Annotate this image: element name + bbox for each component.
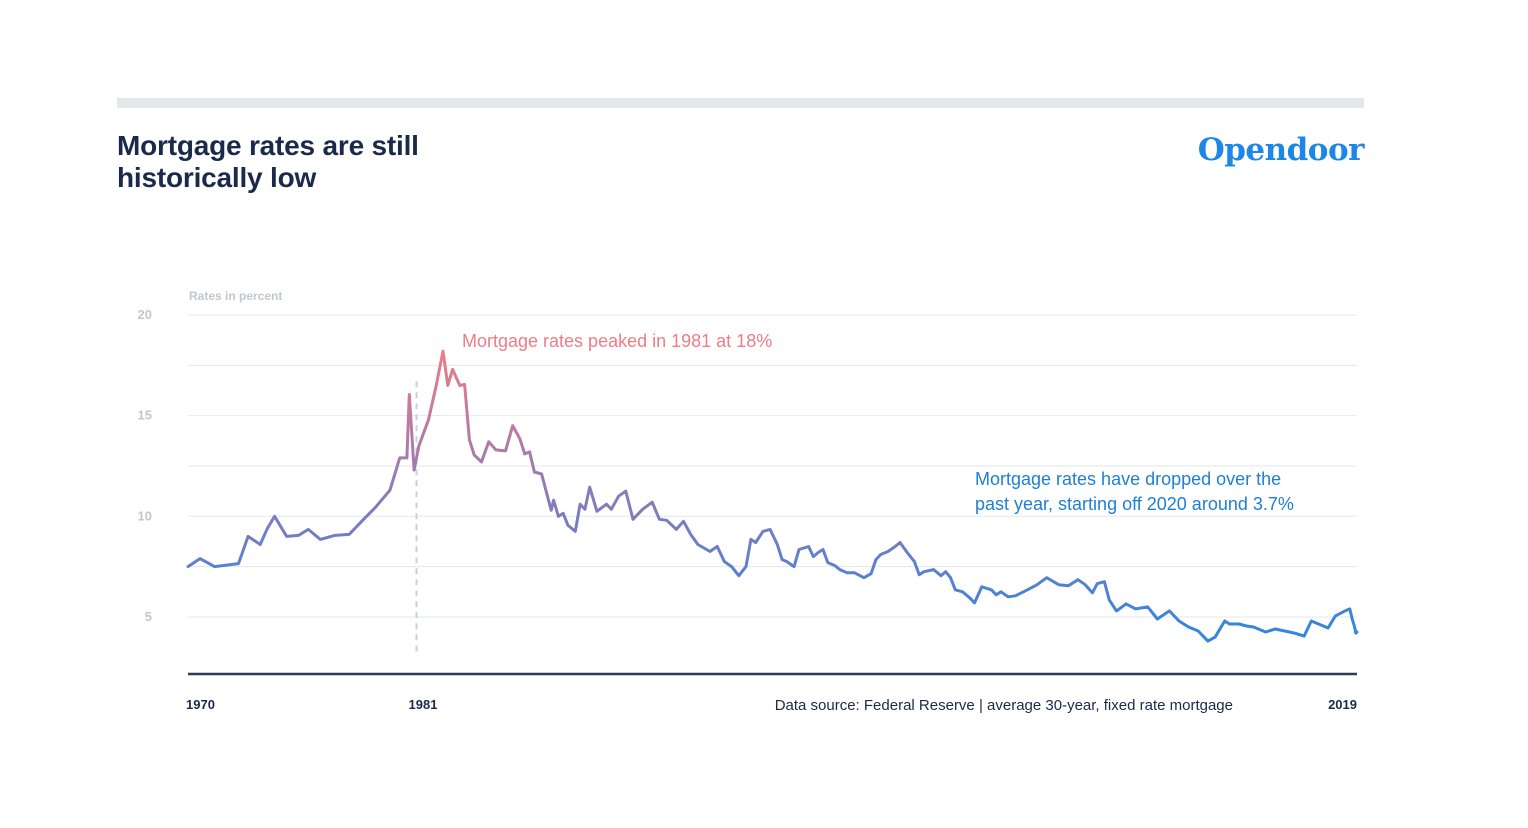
- y-tick-label-15: 15: [138, 408, 152, 423]
- y-tick-label-20: 20: [138, 307, 152, 322]
- x-tick-label-1981: 1981: [409, 697, 438, 712]
- header-divider-bar: [117, 98, 1364, 108]
- x-tick-label-1970: 1970: [186, 697, 215, 712]
- y-axis-ticks: 5 10 15 20: [138, 307, 152, 624]
- annotation-recent-line-1: Mortgage rates have dropped over the: [975, 469, 1281, 489]
- brand-logo: Opendoor: [1197, 132, 1365, 168]
- data-source-note: Data source: Federal Reserve | average 3…: [775, 697, 1233, 714]
- series-line: [186, 349, 1359, 643]
- page-title: Mortgage rates are still historically lo…: [117, 130, 537, 194]
- y-tick-label-10: 10: [138, 508, 152, 523]
- x-tick-label-2019: 2019: [1328, 697, 1357, 712]
- annotation-peak: Mortgage rates peaked in 1981 at 18%: [462, 331, 772, 351]
- gridlines: [188, 314, 1357, 618]
- annotation-recent-line-2: past year, starting off 2020 around 3.7%: [975, 494, 1294, 514]
- y-tick-label-5: 5: [145, 609, 152, 624]
- y-axis-title: Rates in percent: [189, 289, 282, 303]
- page-title-line-1: Mortgage rates are still: [117, 130, 419, 161]
- page-title-line-2: historically low: [117, 162, 317, 193]
